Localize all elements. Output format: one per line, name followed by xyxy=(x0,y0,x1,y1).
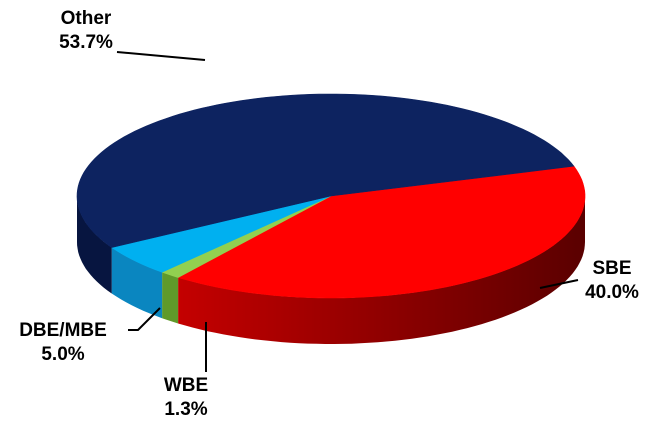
pie-side-wbe xyxy=(162,272,179,324)
pie-top-faces xyxy=(76,93,586,299)
data-label-sbe-percent: 40.0% xyxy=(585,282,639,303)
leader-line-dbe-mbe xyxy=(128,307,161,331)
data-labels: SBE 40.0% WBE 1.3% DBE/MBE 5.0% Other 53.7% xyxy=(19,8,639,420)
data-label-other-name: Other xyxy=(61,8,112,29)
leader-lines xyxy=(116,51,579,372)
data-label-sbe-name: SBE xyxy=(592,258,631,279)
pie-side-other xyxy=(77,196,112,294)
data-label-wbe-percent: 1.3% xyxy=(164,399,207,420)
pie-side-walls xyxy=(77,196,585,344)
pie-slice-sbe xyxy=(177,165,586,299)
leader-line-sbe xyxy=(539,279,579,289)
pie-slice-other xyxy=(76,93,575,248)
data-label-other-percent: 53.7% xyxy=(59,32,113,53)
data-label-wbe-name: WBE xyxy=(164,375,208,396)
pie-side-sbe xyxy=(178,196,585,344)
data-label-dbe-mbe-percent: 5.0% xyxy=(41,344,84,365)
leader-line-other xyxy=(116,51,206,61)
pie-side-dbe-mbe xyxy=(111,247,163,319)
pie-slice-dbe-mbe xyxy=(110,195,332,273)
data-label-dbe-mbe-name: DBE/MBE xyxy=(19,320,107,341)
